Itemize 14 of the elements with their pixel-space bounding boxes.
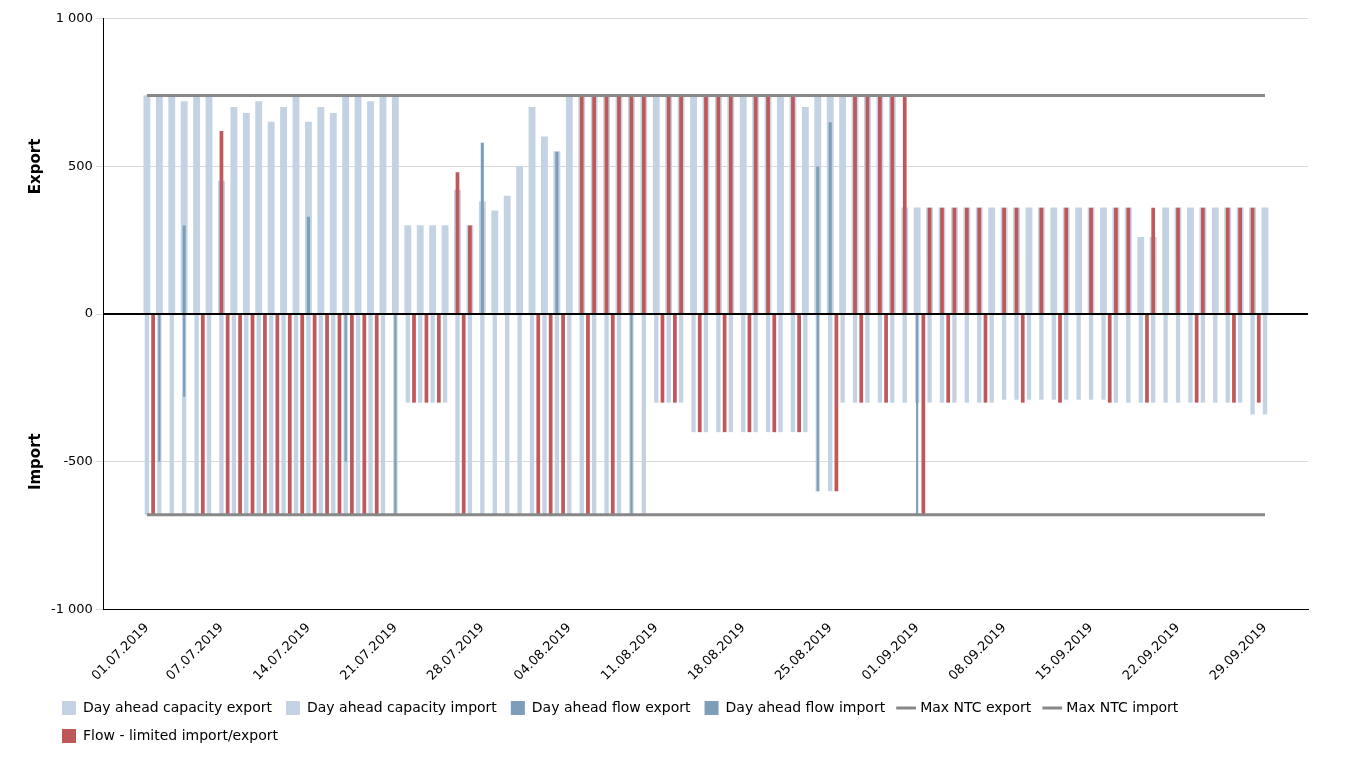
y-tick-label: -1 000 bbox=[50, 600, 93, 616]
legend-label: Max NTC import bbox=[1066, 698, 1179, 715]
legend-label: Day ahead capacity import bbox=[306, 698, 498, 715]
y-tick-label: 500 bbox=[68, 157, 93, 173]
y-axis-title: Export bbox=[25, 138, 44, 195]
legend-label: Day ahead flow import bbox=[725, 698, 886, 715]
legend-label: Day ahead flow export bbox=[531, 698, 692, 715]
y-tick-label: 0 bbox=[84, 305, 93, 321]
y-tick-label: 1 000 bbox=[55, 10, 93, 26]
legend-label: Flow - limited import/export bbox=[83, 726, 279, 743]
y-tick-label: -500 bbox=[63, 453, 93, 469]
legend-label: Max NTC export bbox=[920, 698, 1032, 715]
legend-label: Day ahead capacity export bbox=[83, 698, 273, 715]
text: Import bbox=[25, 433, 44, 491]
